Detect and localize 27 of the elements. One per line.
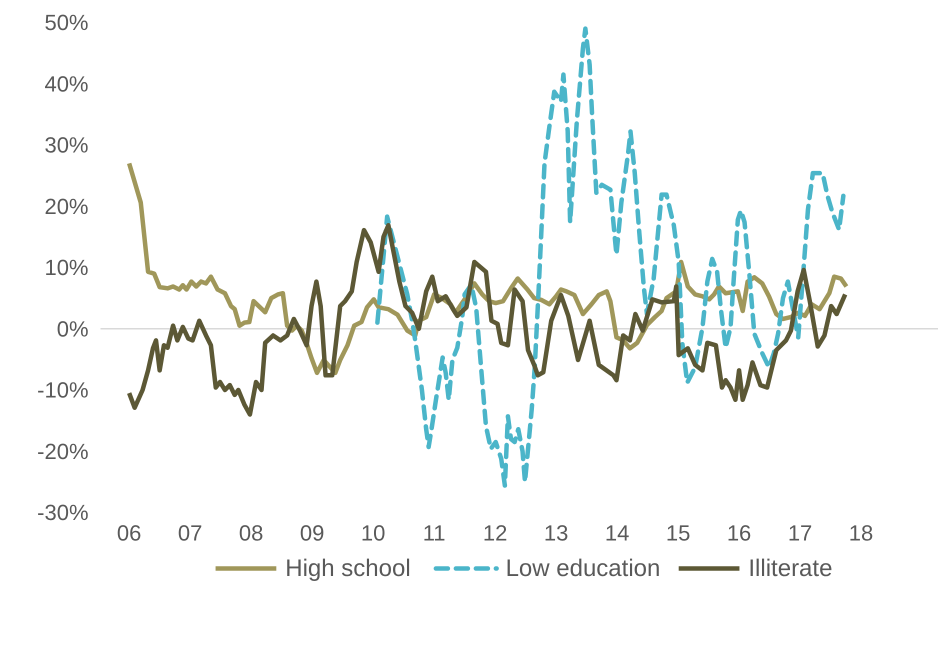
y-tick-label: 20% xyxy=(44,194,89,219)
x-tick-label: 15 xyxy=(666,520,690,546)
line-series xyxy=(126,222,848,417)
x-tick-label: 17 xyxy=(788,520,812,546)
y-tick-label: 40% xyxy=(44,71,89,96)
y-tick-label: 30% xyxy=(44,132,89,158)
x-tick-label: 14 xyxy=(604,520,630,546)
y-tick-label: -30% xyxy=(37,500,88,525)
y-tick-label: -20% xyxy=(37,438,88,464)
x-tick-label: 06 xyxy=(116,520,142,546)
legend-label: High school xyxy=(285,555,411,582)
x-tick-label: 07 xyxy=(178,520,202,546)
y-tick-label: 0% xyxy=(56,316,88,342)
y-tick-label: 50% xyxy=(44,10,89,35)
x-tick-label: 16 xyxy=(726,520,752,546)
line-series xyxy=(375,26,846,488)
x-tick-label: 13 xyxy=(544,520,568,546)
x-tick-label: 12 xyxy=(482,520,508,546)
x-tick-label: 11 xyxy=(422,520,446,546)
x-tick-label: 18 xyxy=(848,520,874,546)
x-tick-label: 08 xyxy=(238,520,264,546)
x-tick-label: 10 xyxy=(360,520,386,546)
legend-label: Illiterate xyxy=(748,555,832,582)
legend-label: Low education xyxy=(506,555,660,582)
y-tick-label: -10% xyxy=(37,378,88,402)
y-tick-label: 10% xyxy=(44,255,89,280)
x-tick-label: 09 xyxy=(300,520,324,546)
